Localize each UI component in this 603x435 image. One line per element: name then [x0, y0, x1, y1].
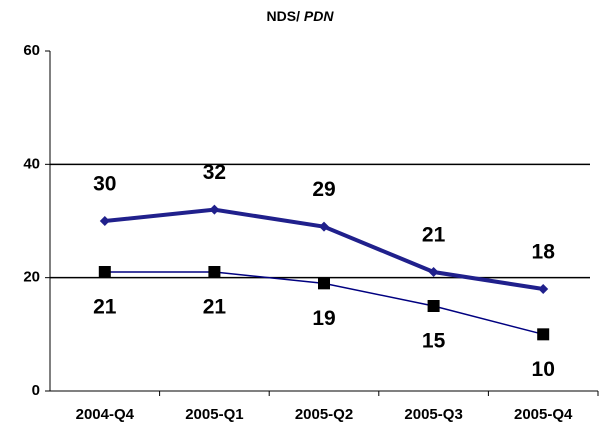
- point-marker: [428, 267, 439, 277]
- y-tick-label: 60: [23, 42, 40, 59]
- point-marker: [538, 284, 549, 294]
- point-marker: [99, 216, 110, 226]
- point-marker: [537, 328, 550, 341]
- point-marker: [318, 277, 330, 290]
- title-italic: PDN: [304, 8, 334, 24]
- value-label: 21: [203, 296, 227, 319]
- value-label: 32: [203, 161, 226, 184]
- y-tick-label: 40: [23, 155, 40, 172]
- value-label: 18: [532, 241, 556, 264]
- title-main: NDS/: [267, 8, 301, 24]
- point-marker: [319, 221, 329, 232]
- x-tick-label: 2005-Q4: [514, 406, 573, 423]
- y-tick-label: 20: [23, 269, 40, 286]
- x-tick-label: 2005-Q1: [185, 406, 243, 423]
- value-label: 19: [312, 307, 335, 330]
- point-marker: [209, 204, 220, 215]
- value-label: 15: [422, 330, 446, 353]
- value-label: 10: [532, 358, 555, 381]
- x-tick-label: 2005-Q3: [404, 406, 462, 423]
- x-tick-label: 2005-Q2: [295, 406, 353, 423]
- point-marker: [427, 300, 440, 312]
- value-label: 29: [312, 178, 335, 201]
- point-marker: [98, 266, 111, 278]
- value-label: 30: [93, 173, 116, 196]
- value-label: 21: [422, 224, 446, 247]
- point-marker: [208, 266, 221, 278]
- chart-title: NDS/ PDN: [267, 8, 335, 24]
- x-tick-label: 2004-Q4: [76, 406, 135, 423]
- value-label: 21: [93, 296, 117, 319]
- y-tick-label: 0: [32, 382, 40, 399]
